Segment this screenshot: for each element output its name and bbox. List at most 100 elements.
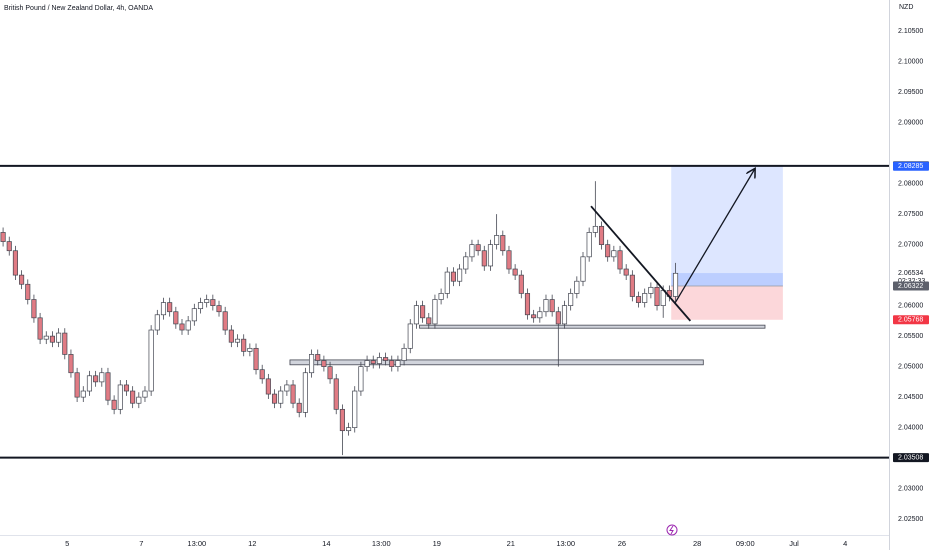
price-tag-label: 2.08285 xyxy=(898,163,923,170)
candle-body xyxy=(648,286,654,294)
price-tag xyxy=(893,161,929,171)
candle-body xyxy=(309,354,315,374)
candle-body xyxy=(537,311,543,319)
candle-body xyxy=(617,250,623,270)
candle-body xyxy=(568,293,574,306)
candle-body xyxy=(586,232,592,258)
projection-arrow xyxy=(674,168,755,304)
candle-body xyxy=(457,268,463,282)
position-open-profit xyxy=(671,273,783,286)
x-tick-label: 7 xyxy=(139,539,143,548)
candle-body xyxy=(432,299,438,325)
x-tick-label: 19 xyxy=(433,539,441,548)
price-tag-label: 2.06322 xyxy=(898,283,923,290)
candle-body xyxy=(611,250,617,258)
candle-body xyxy=(561,305,568,325)
price-tag xyxy=(893,315,929,325)
candle-body xyxy=(56,332,62,343)
candle-body xyxy=(395,360,401,367)
candle-body xyxy=(426,317,432,325)
candle-body xyxy=(512,268,518,276)
y-tick-label: 2.05500 xyxy=(898,333,923,340)
candle-body xyxy=(278,390,284,404)
y-tick-label: 2.04500 xyxy=(898,394,923,401)
candle-body xyxy=(99,372,105,383)
candle-body xyxy=(364,360,370,367)
candle-body xyxy=(444,271,450,294)
y-tick-label: 2.06000 xyxy=(898,302,923,309)
candle-body xyxy=(315,354,321,361)
candle-body xyxy=(605,244,611,258)
candle-body xyxy=(284,384,290,392)
price-tag-label: 2.06534 xyxy=(898,270,923,277)
candle-body xyxy=(154,314,160,331)
x-tick-label: Jul xyxy=(789,539,799,548)
candle-body xyxy=(481,250,487,267)
candle-body xyxy=(265,378,271,395)
candle-body xyxy=(327,366,333,380)
candle-body xyxy=(80,390,86,398)
y-tick-label: 2.07500 xyxy=(898,211,923,218)
x-tick-label: 13:00 xyxy=(556,539,575,548)
candle-body xyxy=(598,225,605,245)
y-tick-label: 2.10500 xyxy=(898,28,923,35)
candle-body xyxy=(302,372,308,413)
candle-body xyxy=(241,338,247,352)
candle-body xyxy=(580,256,586,282)
candle-body xyxy=(401,347,407,361)
candle-body xyxy=(654,286,660,306)
candle-body xyxy=(623,268,629,276)
candle-body xyxy=(228,329,234,343)
candle-body xyxy=(0,232,6,242)
x-tick-label: 12 xyxy=(248,539,256,548)
candle-body xyxy=(672,272,679,297)
candle-body xyxy=(358,366,364,392)
candle-body xyxy=(506,250,512,270)
candle-body xyxy=(555,311,561,325)
candle-body xyxy=(179,323,185,331)
candle-body xyxy=(370,360,376,364)
price-tag-label: 2.05768 xyxy=(898,317,923,324)
y-tick-label: 2.04000 xyxy=(898,424,923,431)
candle-body xyxy=(210,299,216,306)
support-zone xyxy=(289,359,704,366)
candle-body xyxy=(62,332,68,355)
chart-title: British Pound / New Zealand Dollar, 4h, … xyxy=(4,5,153,12)
x-tick-label: 13:00 xyxy=(372,539,391,548)
candle-body xyxy=(49,335,55,343)
x-tick-label: 13:00 xyxy=(187,539,206,548)
y-tick-label: 2.05000 xyxy=(898,363,923,370)
candle-body xyxy=(123,384,130,392)
candle-body xyxy=(296,402,302,413)
trendline xyxy=(590,205,692,322)
candle-body xyxy=(117,384,123,410)
candle-body xyxy=(463,256,469,270)
x-tick-label: 14 xyxy=(322,539,330,548)
candle-body xyxy=(191,308,197,322)
candle-body xyxy=(518,274,524,294)
y-tick-label: 2.02500 xyxy=(898,516,923,523)
y-tick-label: 2.09500 xyxy=(898,89,923,96)
candle-body xyxy=(271,393,278,404)
price-tag xyxy=(893,453,929,463)
price-tag xyxy=(893,281,929,291)
candle-body xyxy=(247,347,253,352)
candle-body xyxy=(93,375,99,383)
candle-body xyxy=(642,293,648,303)
candle-body xyxy=(105,372,111,401)
x-tick-label: 5 xyxy=(65,539,69,548)
candle-body xyxy=(68,354,74,374)
candle-body xyxy=(185,320,191,331)
candle-body xyxy=(524,293,531,316)
candle-body xyxy=(111,399,117,410)
candle-body xyxy=(253,347,259,371)
candle-body xyxy=(389,360,395,367)
candle-body xyxy=(173,311,179,325)
candle-body xyxy=(420,305,426,319)
candle-body xyxy=(204,299,210,303)
candle-body xyxy=(629,274,635,297)
candle-body xyxy=(352,390,358,428)
position-profit xyxy=(671,166,783,286)
